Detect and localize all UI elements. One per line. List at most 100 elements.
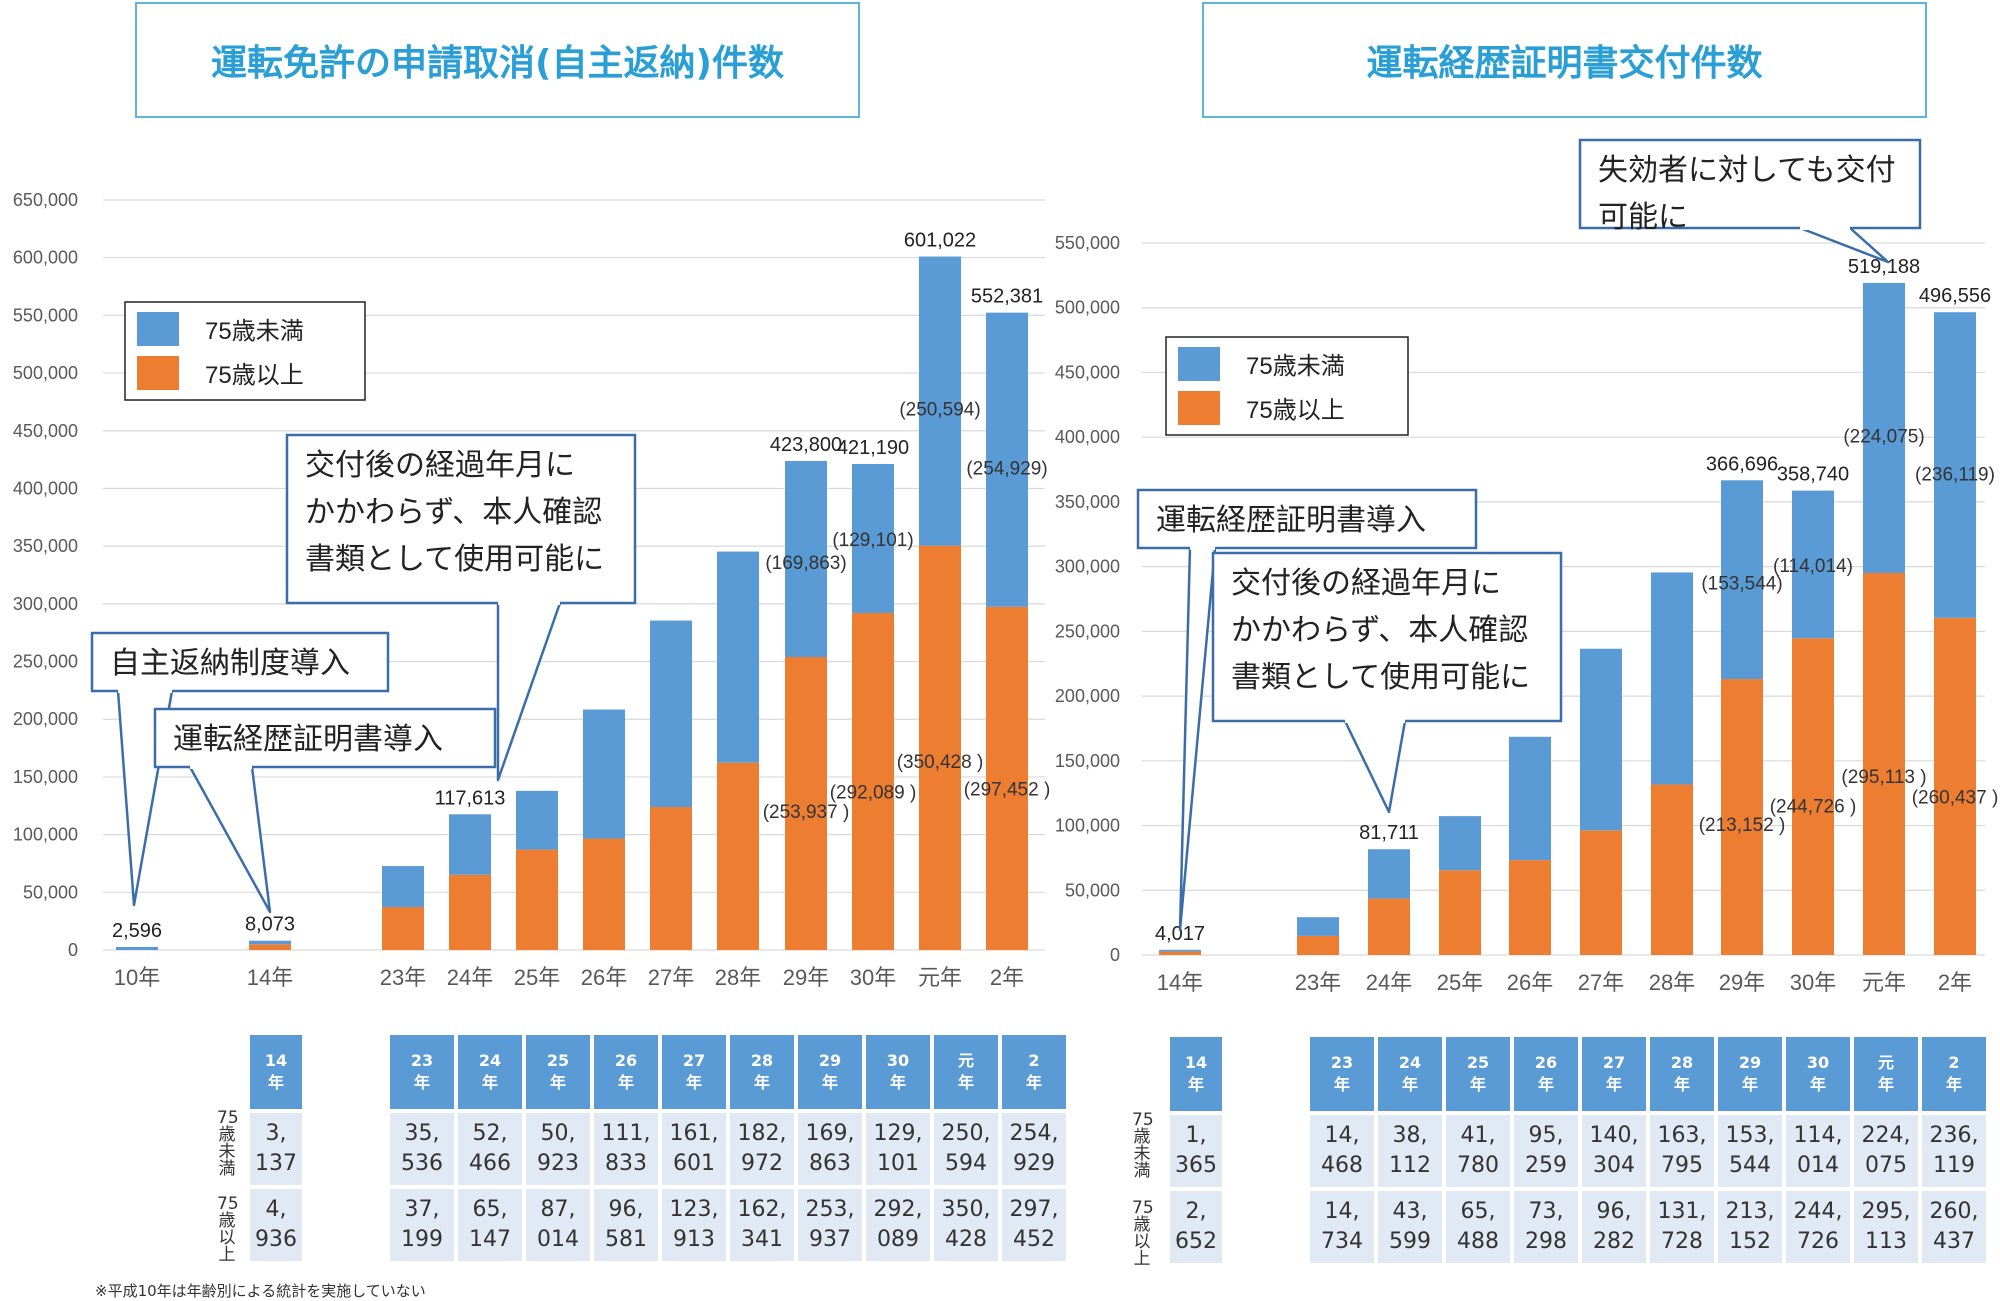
left-bar-under75 (583, 709, 625, 839)
right-bar-over75 (1863, 572, 1905, 955)
right-over75-label: (260,437 ) (1912, 787, 1999, 808)
right-callout-shikkou-box (1578, 138, 1922, 230)
right-data-table: 14 年 23 年 24 年 25 年 26 年 27 年 28 年 29 年 30 年元年 2 年 1, 365 14, 4… (1166, 1033, 1990, 1267)
right-bar-over75 (1651, 784, 1693, 955)
left-callout-honnin-box (285, 433, 637, 605)
right-callout-shikkou-tail (1799, 226, 1890, 264)
left-category-label: 10年 (114, 965, 160, 990)
left-under75-label: (169,863) (765, 553, 846, 574)
right-ytick-label: 550,000 (1055, 233, 1120, 253)
left-ytick-label: 0 (68, 940, 78, 960)
left-category-label: 14年 (247, 965, 293, 990)
left-callout-honnin-tail (496, 602, 562, 782)
left-category-label: 2年 (990, 965, 1024, 990)
left-callout-honnin-text: 書類として使用可能に (305, 543, 604, 576)
right-table-header: 23 年 (1310, 1037, 1374, 1111)
left-bar-over75 (986, 606, 1028, 950)
left-callout-jishu-text: 自主返納制度導入 (110, 647, 350, 680)
right-total-label: 358,740 (1777, 464, 1849, 486)
left-callout-keireki-tail (188, 766, 272, 914)
right-total-label: 366,696 (1706, 453, 1778, 475)
left-table-cell-under75: 254, 929 (1002, 1113, 1066, 1185)
right-table-cell-over75: 2, 652 (1170, 1191, 1222, 1263)
right-callout-honnin-text: 書類として使用可能に (1231, 661, 1530, 694)
right-ytick-label: 150,000 (1055, 751, 1120, 771)
right-table-gap (1226, 1115, 1306, 1187)
right-table-cell-under75: 38, 112 (1378, 1115, 1442, 1187)
right-bar-under75 (1439, 816, 1481, 871)
left-table-cell-over75: 4, 936 (250, 1189, 302, 1261)
left-table-cell-under75: 35, 536 (390, 1113, 454, 1185)
left-over75-label: (350,428 ) (897, 752, 984, 773)
left-total-label: 8,073 (245, 914, 295, 936)
right-bar-under75 (1580, 648, 1622, 831)
right-row-label-over75: 75歳以上 (1132, 1198, 1154, 1269)
right-legend-label: 75歳以上 (1246, 397, 1345, 424)
left-under75-label: (129,101) (832, 530, 913, 551)
right-under75-label: (153,544) (1701, 574, 1782, 595)
left-table-cell-over75: 162, 341 (730, 1189, 794, 1261)
right-ytick-label: 350,000 (1055, 492, 1120, 512)
left-total-label: 601,022 (904, 230, 976, 252)
left-table-cell-under75: 3, 137 (250, 1113, 302, 1185)
left-category-label: 25年 (514, 965, 560, 990)
right-category-label: 29年 (1719, 970, 1765, 995)
right-bar-under75 (1863, 282, 1905, 573)
right-ytick-label: 200,000 (1055, 686, 1120, 706)
right-ytick-label: 250,000 (1055, 621, 1120, 641)
right-callout-honnin-text: かかわらず、本人確認 (1231, 614, 1528, 647)
right-ytick-label: 300,000 (1055, 557, 1120, 577)
left-bar-under75 (249, 940, 291, 945)
right-callout-keireki-text: 運転経歴証明書導入 (1156, 504, 1426, 537)
left-bar-over75 (516, 849, 558, 950)
left-table-header: 27 年 (662, 1035, 726, 1109)
left-legend-label: 75歳以上 (205, 362, 304, 389)
right-table-cell-under75: 140, 304 (1582, 1115, 1646, 1187)
right-bar-over75 (1368, 898, 1410, 955)
left-over75-label: (292,089 ) (830, 782, 917, 803)
left-ytick-label: 600,000 (13, 248, 78, 268)
right-category-label: 24年 (1366, 970, 1412, 995)
right-row-label-under75: 75歳未満 (1132, 1110, 1154, 1181)
right-bar-under75 (1721, 480, 1763, 680)
right-table-gap (1226, 1191, 1306, 1263)
right-total-label: 519,188 (1848, 256, 1920, 278)
left-ytick-label: 200,000 (13, 709, 78, 729)
right-ytick-label: 50,000 (1065, 880, 1120, 900)
left-table-header: 26 年 (594, 1035, 658, 1109)
left-table-gap (306, 1035, 386, 1109)
left-under75-label: (254,929) (966, 458, 1047, 479)
right-category-label: 元年 (1862, 970, 1906, 995)
left-total-label: 2,596 (112, 920, 162, 942)
right-table-cell-over75: 14, 734 (1310, 1191, 1374, 1263)
left-data-table: 14 年 23 年 24 年 25 年 26 年 27 年 28 年 29 年 30 年元年 2 年 3, 137 35, 5… (246, 1031, 1070, 1265)
left-callout-honnin-text: かかわらず、本人確認 (305, 496, 602, 529)
right-table-cell-over75: 260, 437 (1922, 1191, 1986, 1263)
left-category-label: 27年 (648, 965, 694, 990)
left-bar-total (116, 947, 158, 950)
right-table-header: 25 年 (1446, 1037, 1510, 1111)
right-category-label: 26年 (1507, 970, 1553, 995)
left-category-label: 28年 (715, 965, 761, 990)
right-bar-under75 (1159, 949, 1201, 952)
left-table-cell-over75: 37, 199 (390, 1189, 454, 1261)
right-bar-over75 (1721, 679, 1763, 955)
left-row-label-over75: 75歳以上 (217, 1194, 239, 1265)
left-bar-over75 (852, 612, 894, 950)
right-bar-over75 (1792, 638, 1834, 955)
left-over75-label: (253,937 ) (763, 802, 850, 823)
right-category-label: 30年 (1790, 970, 1836, 995)
left-table-cell-under75: 182, 972 (730, 1113, 794, 1185)
left-legend-label: 75歳未満 (205, 318, 304, 345)
left-legend-swatch (137, 312, 179, 346)
left-ytick-label: 100,000 (13, 825, 78, 845)
right-bar-over75 (1934, 617, 1976, 955)
left-table-gap (306, 1189, 386, 1261)
left-table-header: 25 年 (526, 1035, 590, 1109)
left-bar-under75 (449, 814, 491, 875)
right-callout-keireki-box (1136, 488, 1478, 550)
right-total-label: 4,017 (1155, 923, 1205, 945)
left-total-label: 552,381 (971, 286, 1043, 308)
